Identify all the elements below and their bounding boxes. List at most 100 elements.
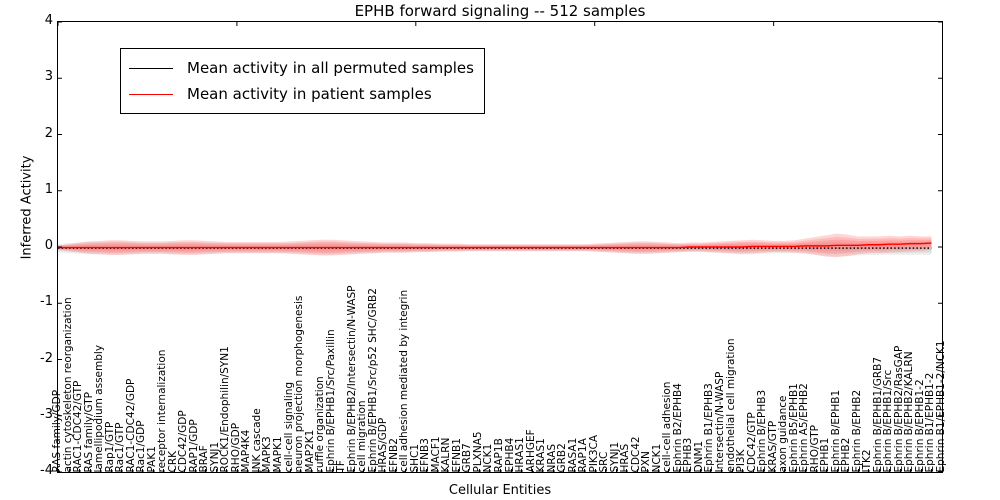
x-tick-mark xyxy=(668,469,670,473)
x-tick-label: HRAS1 xyxy=(514,436,527,472)
x-tick-mark xyxy=(489,469,491,473)
x-tick-mark xyxy=(279,469,280,473)
x-axis-tick-labels: RAS family/GDP actin cytoskeleton reorgan… xyxy=(51,285,947,500)
x-tick-label: Ephrin B1/EPHB1-2/NCK1 xyxy=(935,339,947,472)
x-tick-mark xyxy=(289,469,291,473)
legend-line-patient xyxy=(129,93,173,95)
legend-line-permuted xyxy=(129,67,173,69)
x-tick-mark xyxy=(847,469,849,473)
y-tick-label: -4 xyxy=(40,463,53,478)
x-tick-mark xyxy=(542,469,544,473)
x-tick-mark xyxy=(173,469,175,473)
x-tick-mark xyxy=(152,469,154,473)
legend-item-patient: Mean activity in patient samples xyxy=(129,81,474,107)
x-tick-mark xyxy=(784,469,786,473)
x-tick-mark xyxy=(405,469,407,473)
x-tick-mark xyxy=(531,469,533,473)
x-tick-mark xyxy=(215,469,217,473)
x-tick-mark xyxy=(352,469,354,473)
x-tick-label: RAC1-CDC42/GTP xyxy=(72,380,85,472)
x-tick-mark xyxy=(447,469,449,473)
y-tick-label: -3 xyxy=(40,406,53,422)
x-tick-mark xyxy=(931,469,933,473)
x-tick-mark xyxy=(689,469,691,473)
x-tick-label: Intersectin/N-WASP xyxy=(714,371,726,472)
legend-label-patient: Mean activity in patient samples xyxy=(187,85,432,103)
x-tick-mark xyxy=(699,469,701,473)
x-tick-mark xyxy=(457,469,459,473)
y-tick-marks xyxy=(58,22,942,472)
x-tick-mark xyxy=(468,469,470,473)
x-tick-mark xyxy=(615,469,617,473)
x-tick-mark xyxy=(310,469,312,473)
chart-legend: Mean activity in all permuted samples Me… xyxy=(120,48,485,114)
x-tick-mark xyxy=(805,469,807,473)
x-tick-mark xyxy=(342,469,344,473)
x-tick-mark xyxy=(236,469,238,473)
x-tick-mark xyxy=(763,469,765,473)
x-tick-mark xyxy=(58,469,59,473)
x-tick-mark xyxy=(394,469,396,473)
x-tick-mark xyxy=(942,469,943,473)
x-tick-mark xyxy=(68,469,70,473)
x-tick-mark xyxy=(426,469,428,473)
y-tick-label: -1 xyxy=(40,294,53,310)
x-tick-mark xyxy=(257,469,259,473)
x-tick-label: RAP1B xyxy=(493,437,505,472)
x-tick-mark xyxy=(594,469,596,473)
x-tick-mark xyxy=(247,469,249,473)
x-tick-mark xyxy=(268,469,270,473)
x-tick-mark xyxy=(373,469,375,473)
y-tick-label: 1 xyxy=(44,181,53,197)
x-tick-mark xyxy=(131,469,133,473)
x-tick-mark xyxy=(857,469,859,473)
x-tick-mark xyxy=(331,469,333,473)
x-tick-mark xyxy=(878,469,880,473)
x-tick-mark xyxy=(226,469,228,473)
x-tick-label: neuron projection morphogenesis xyxy=(293,295,306,472)
x-tick-mark xyxy=(626,469,628,473)
x-tick-mark xyxy=(794,469,796,473)
x-tick-mark xyxy=(636,469,638,473)
x-tick-mark xyxy=(584,469,586,473)
y-tick-label: 0 xyxy=(44,238,53,253)
x-tick-mark xyxy=(363,469,365,473)
confidence-bands xyxy=(58,233,932,258)
x-tick-mark xyxy=(752,469,754,473)
x-tick-mark xyxy=(899,469,901,473)
x-tick-mark xyxy=(731,469,733,473)
x-tick-mark xyxy=(415,469,417,473)
x-tick-mark xyxy=(563,469,565,473)
x-tick-mark xyxy=(79,469,81,473)
x-tick-label: Ephrin B/EPHB1/Src/Paxillin xyxy=(324,328,337,472)
chart-title: EPHB forward signaling -- 512 samples xyxy=(354,2,646,20)
x-tick-mark xyxy=(868,469,870,473)
x-tick-mark xyxy=(657,469,659,473)
x-tick-mark xyxy=(321,469,323,473)
x-tick-mark xyxy=(205,469,207,473)
x-tick-mark xyxy=(773,469,775,473)
x-tick-mark xyxy=(194,469,196,473)
y-axis-tick-labels: -4 -3 -2 -1 0 1 2 3 4 xyxy=(8,13,53,478)
y-tick-label: 4 xyxy=(44,13,53,28)
x-tick-mark xyxy=(478,469,480,473)
x-tick-mark xyxy=(815,469,817,473)
x-tick-mark xyxy=(678,469,680,473)
x-tick-mark xyxy=(184,469,186,473)
x-tick-label: RAS family/GDP xyxy=(51,389,63,472)
confidence-band xyxy=(58,233,932,258)
plot-svg xyxy=(58,22,942,472)
x-tick-mark xyxy=(605,469,607,473)
x-tick-mark xyxy=(110,469,112,473)
series-lines xyxy=(58,242,932,249)
x-tick-mark xyxy=(163,469,165,473)
x-tick-mark xyxy=(920,469,922,473)
x-tick-mark xyxy=(552,469,554,473)
x-tick-mark xyxy=(889,469,891,473)
x-tick-mark xyxy=(121,469,123,473)
x-tick-mark xyxy=(836,469,838,473)
x-tick-mark xyxy=(710,469,712,473)
y-tick-label: 3 xyxy=(44,69,53,85)
y-tick-label: 2 xyxy=(44,125,53,141)
